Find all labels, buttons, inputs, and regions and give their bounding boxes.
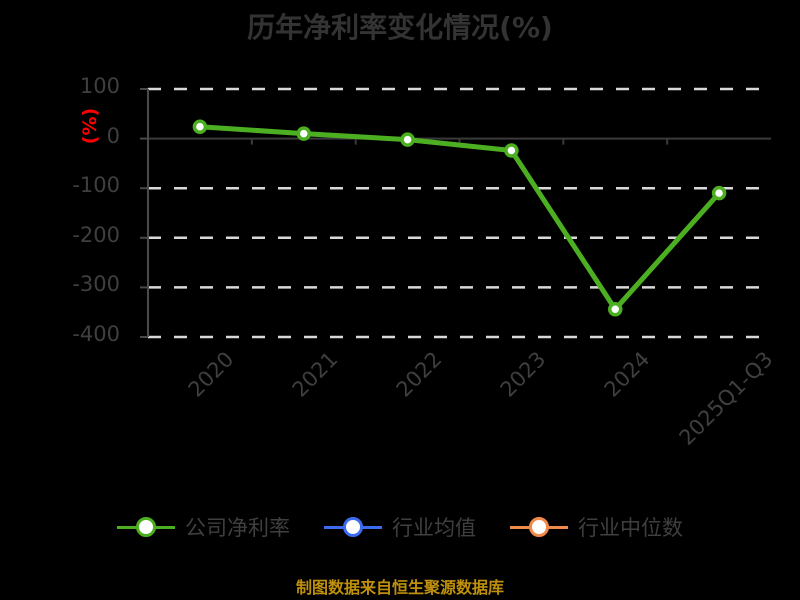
- y-axis-tick-label: -200: [72, 222, 120, 247]
- y-axis-tick-label: -300: [72, 272, 120, 297]
- legend-item[interactable]: 行业中位数: [510, 512, 683, 542]
- data-point-marker: [296, 126, 311, 141]
- legend-item[interactable]: 行业均值: [324, 512, 476, 542]
- legend-marker-icon: [324, 516, 382, 538]
- data-point-marker: [504, 143, 519, 158]
- footer-note: 制图数据来自恒生聚源数据库: [295, 578, 504, 597]
- legend-dot: [343, 517, 363, 537]
- chart-legend: 公司净利率 行业均值 行业中位数: [0, 512, 800, 542]
- data-point-marker: [608, 301, 623, 317]
- legend-dot: [529, 517, 549, 537]
- legend-label: 行业中位数: [578, 516, 683, 540]
- y-axis-tick-label: -400: [72, 322, 120, 346]
- y-axis-tick-label: -100: [72, 173, 120, 198]
- chart-title: 历年净利率变化情况(%): [247, 11, 553, 44]
- series-line: [197, 124, 722, 312]
- y-axis-tick-label: 100: [79, 74, 120, 98]
- legend-dot: [136, 517, 156, 537]
- legend-label: 行业均值: [392, 516, 476, 540]
- data-point-marker: [400, 132, 415, 147]
- legend-item[interactable]: 公司净利率: [117, 512, 290, 542]
- data-point-marker: [711, 185, 727, 201]
- legend-marker-icon: [117, 516, 175, 538]
- legend-label: 公司净利率: [185, 516, 290, 540]
- data-point-marker: [192, 119, 208, 134]
- legend-marker-icon: [510, 516, 568, 538]
- y-axis-tick-label: 0: [106, 123, 120, 148]
